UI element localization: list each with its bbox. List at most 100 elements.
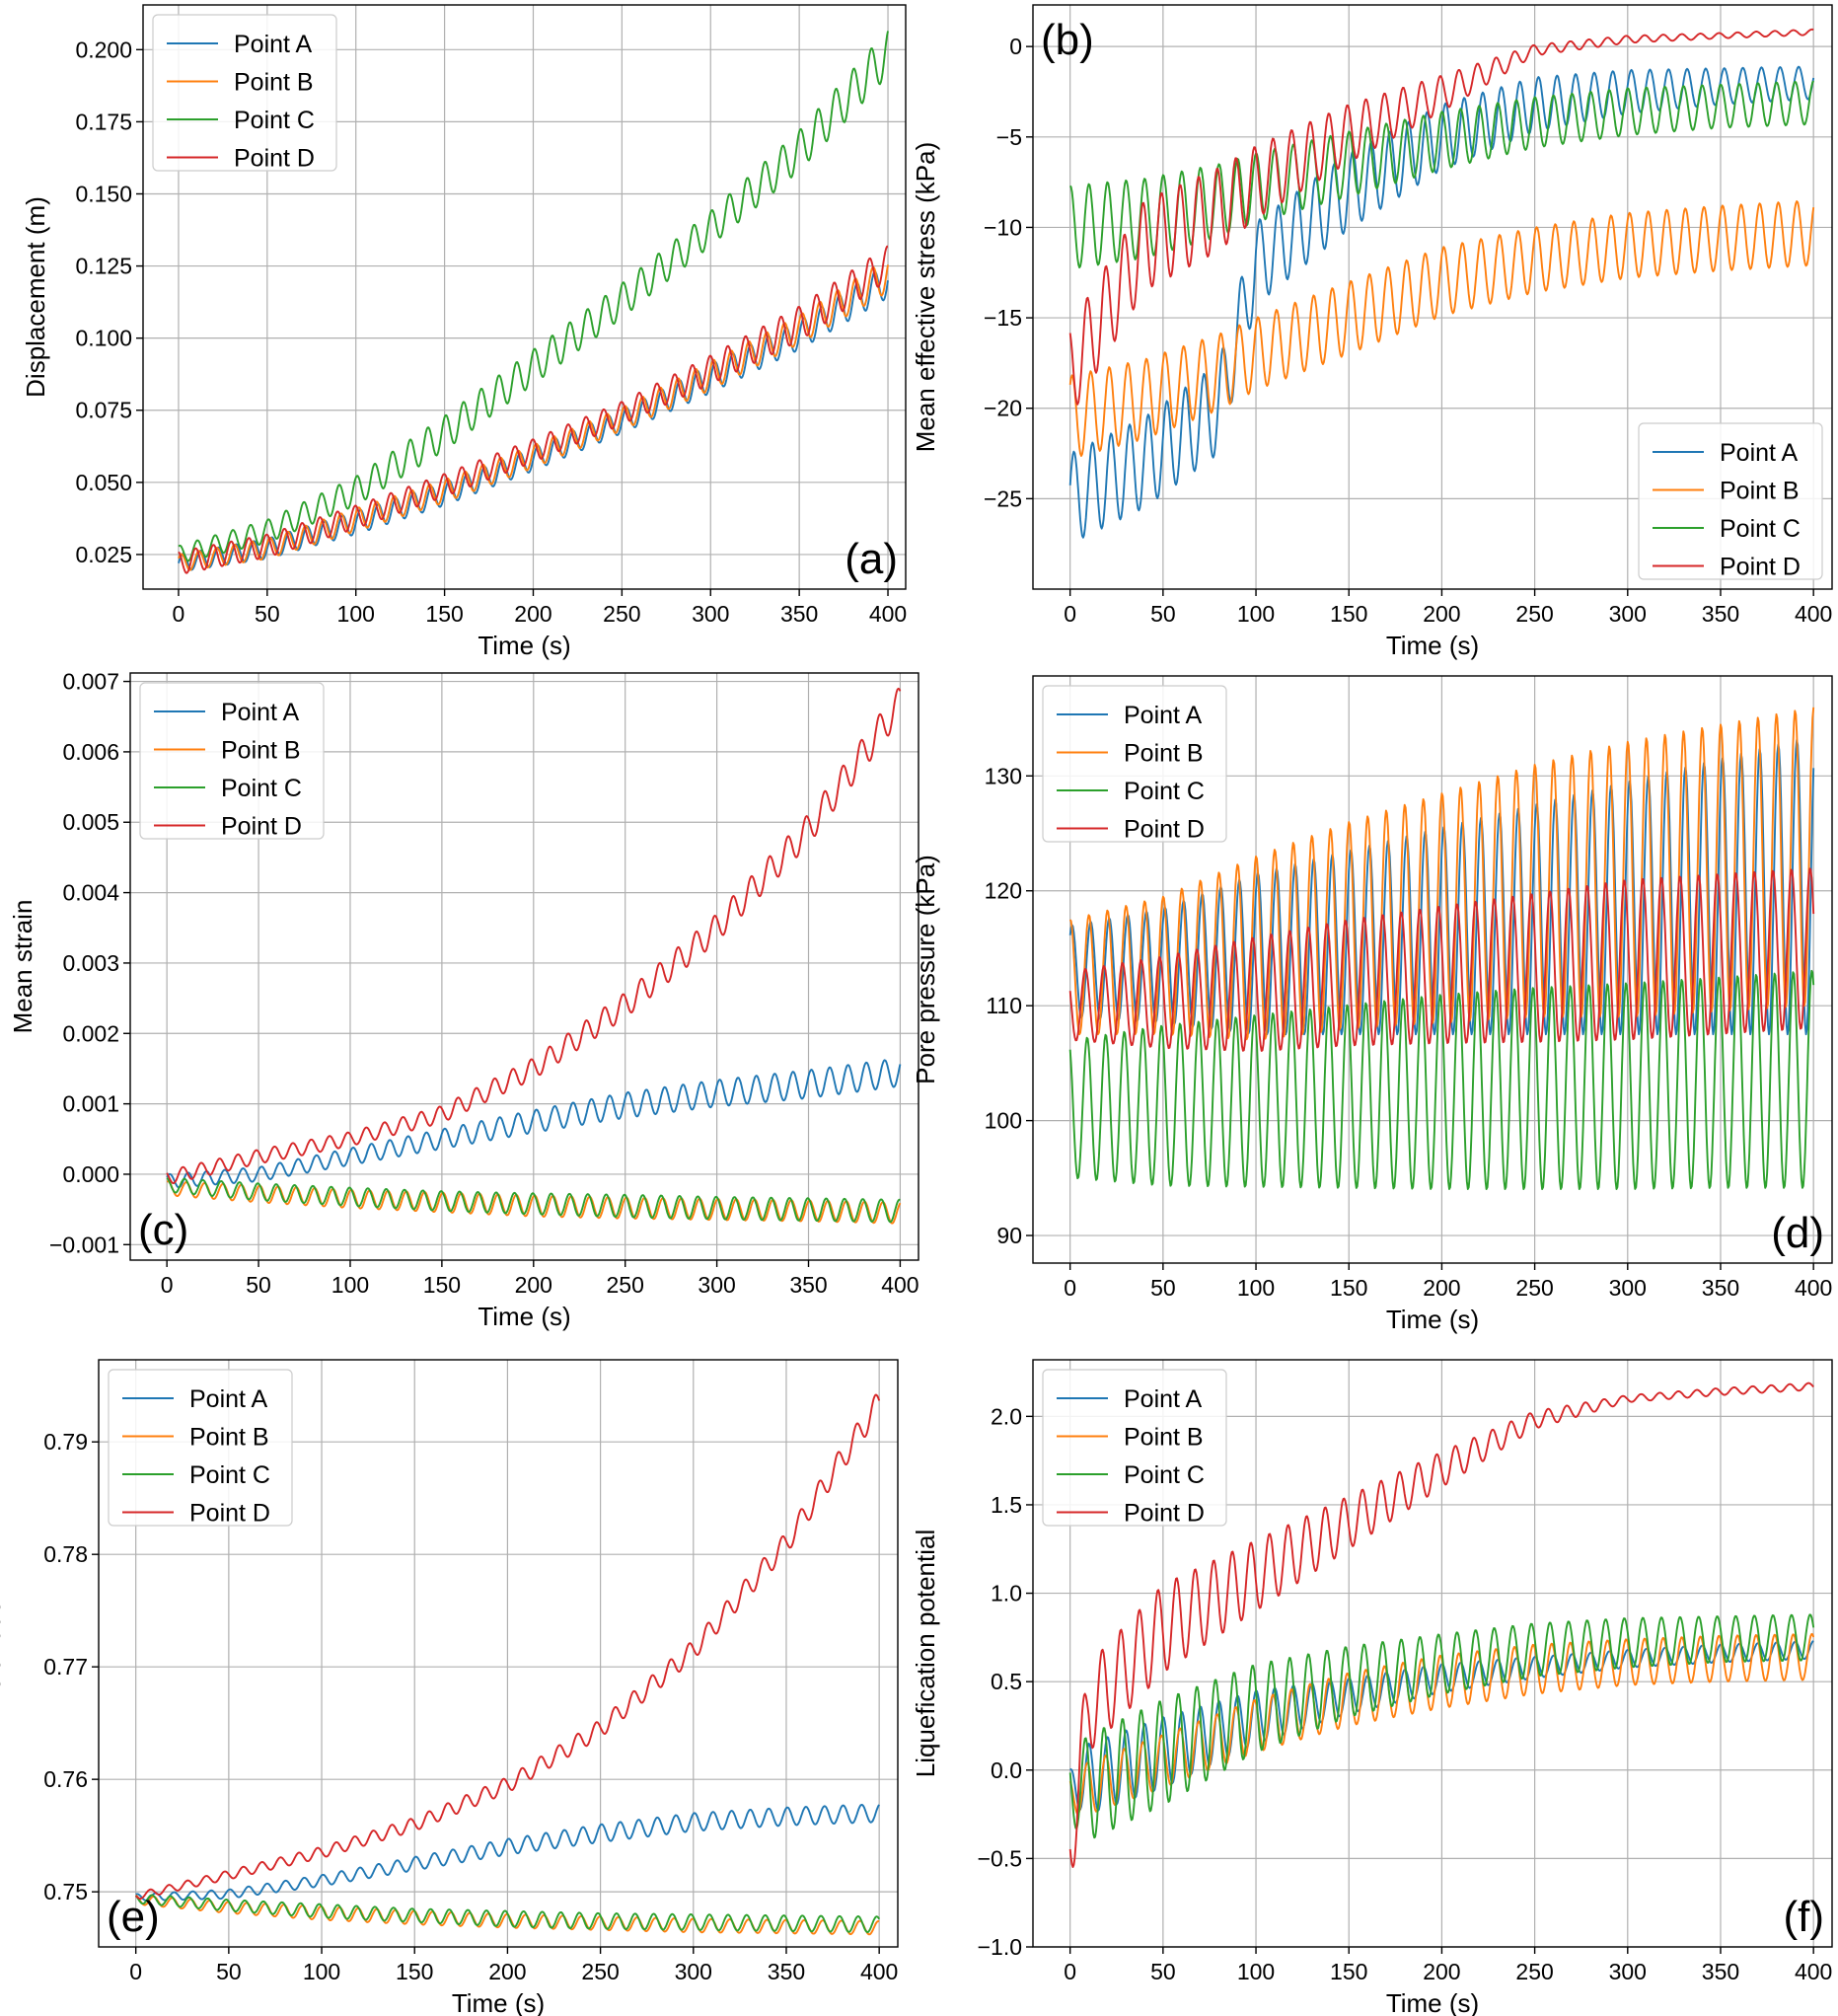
series-line-point-d (166, 687, 902, 1185)
series-line-point-d (1068, 1381, 1814, 1868)
x-tick-label: 150 (1330, 601, 1367, 627)
series-line-point-b (178, 264, 889, 571)
series-line-point-a (1068, 65, 1815, 539)
legend-entry-label: Point A (221, 699, 300, 726)
x-axis-label: Time (s) (478, 1302, 570, 1331)
x-tick-label: 150 (1330, 1959, 1367, 1984)
panel-tag: (b) (1041, 16, 1094, 64)
x-tick-label: 100 (331, 1272, 369, 1298)
y-tick-label: 0.006 (62, 739, 119, 765)
x-tick-label: 100 (1237, 1959, 1275, 1984)
y-tick-label: 0.79 (43, 1429, 88, 1455)
panel-tag: (f) (1783, 1893, 1824, 1941)
series-line-point-a (166, 1059, 902, 1189)
legend: Point A Point B Point C Point D (152, 14, 337, 173)
x-tick-label: 200 (1423, 601, 1460, 627)
x-axis-label: Time (s) (452, 1988, 545, 2016)
x-tick-label: 300 (692, 601, 729, 627)
y-axis-label: Void ratio (0, 1600, 6, 1706)
y-tick-label: −5 (996, 124, 1022, 150)
y-tick-label: 0.175 (75, 109, 132, 134)
y-tick-label: −0.5 (978, 1845, 1022, 1871)
x-tick-label: 250 (1515, 1275, 1553, 1301)
y-axis-label: Mean effective stress (kPa) (911, 142, 940, 453)
legend-entry-label: Point C (221, 775, 302, 802)
panel-tag: (a) (845, 535, 898, 583)
series-line-point-c (178, 31, 889, 562)
legend-box (1042, 1369, 1227, 1527)
x-tick-label: 200 (1423, 1275, 1460, 1301)
y-tick-label: 110 (986, 993, 1022, 1018)
legend-entry-label: Point D (234, 145, 315, 173)
y-tick-label: 0.125 (75, 254, 132, 279)
x-tick-label: 300 (675, 1959, 712, 1984)
x-tick-label: 0 (1064, 1275, 1076, 1301)
legend-entry-label: Point C (1124, 1461, 1205, 1489)
x-axis-label: Time (s) (1386, 631, 1479, 660)
y-tick-label: 0.5 (991, 1669, 1022, 1694)
x-tick-label: 200 (515, 1272, 552, 1298)
y-tick-label: −10 (984, 214, 1022, 240)
y-tick-label: 0.050 (75, 470, 132, 495)
y-axis-label: Liquefication potential (911, 1530, 940, 1778)
x-axis-label: Time (s) (1386, 1988, 1479, 2016)
legend: Point A Point B Point C Point D (1042, 1369, 1227, 1528)
legend-entry-label: Point D (1124, 816, 1205, 844)
series-group (1068, 707, 1815, 1190)
y-tick-label: 0.001 (62, 1091, 119, 1117)
x-tick-label: 0 (1064, 1959, 1076, 1984)
axes-frame (1032, 4, 1833, 590)
y-tick-label: 0.75 (43, 1879, 88, 1904)
x-tick-label: 0 (173, 601, 185, 627)
y-tick-label: 0.075 (75, 398, 132, 423)
legend-entry-label: Point C (1720, 515, 1801, 543)
y-axis-label: Pore pressure (kPa) (911, 855, 940, 1084)
x-tick-label: 300 (1609, 1959, 1647, 1984)
x-tick-label: 300 (698, 1272, 735, 1298)
x-tick-label: 0 (161, 1272, 174, 1298)
y-tick-label: 0.200 (75, 37, 132, 62)
y-tick-label: 0.78 (43, 1541, 88, 1567)
x-tick-label: 0 (129, 1959, 142, 1984)
legend: Point A Point B Point C Point D (108, 1369, 293, 1528)
y-tick-label: 0 (1009, 34, 1022, 59)
x-tick-label: 400 (860, 1959, 898, 1984)
x-axis-label: Time (s) (1386, 1305, 1479, 1334)
x-tick-label: 400 (869, 601, 907, 627)
legend-entry-label: Point B (221, 737, 301, 765)
y-tick-label: 0.77 (43, 1654, 88, 1680)
panel-a: 0 50 100 150 200 250 300 350 400 0.025 0.050 0.075 0… (21, 4, 907, 660)
y-tick-label: 0.005 (62, 809, 119, 835)
x-tick-label: 200 (488, 1959, 526, 1984)
panel-b: 0 50 100 150 200 250 300 350 400 −25 −20 −15 −10 −5 0 T… (911, 4, 1833, 660)
x-tick-label: 400 (1795, 601, 1832, 627)
x-tick-label: 250 (607, 1272, 644, 1298)
legend-entry-label: Point D (221, 813, 302, 841)
x-tick-label: 50 (255, 601, 280, 627)
y-tick-label: 0.100 (75, 326, 132, 351)
series-line-point-d (178, 245, 889, 574)
legend-entry-label: Point A (1720, 439, 1799, 467)
x-tick-label: 100 (1237, 601, 1275, 627)
series-line-point-c (134, 1894, 881, 1933)
x-tick-label: 150 (425, 601, 463, 627)
series-line-point-d (1068, 867, 1815, 1052)
y-tick-label: 2.0 (991, 1403, 1022, 1429)
series-line-point-c (166, 1177, 901, 1224)
legend: Point A Point B Point C Point D (1638, 422, 1823, 581)
series-line-point-d (1068, 28, 1814, 406)
legend-entry-label: Point C (189, 1461, 270, 1489)
panel-d: 0 50 100 150 200 250 300 350 400 90 100 110 120 130 Ti… (911, 675, 1833, 1334)
y-tick-label: 0.150 (75, 181, 132, 206)
legend-box (139, 682, 325, 840)
y-tick-label: 0.025 (75, 542, 132, 567)
legend-entry-label: Point D (1124, 1500, 1205, 1528)
x-tick-label: 350 (780, 601, 818, 627)
y-tick-label: 1.0 (991, 1581, 1022, 1606)
y-tick-label: 0.0 (991, 1757, 1022, 1783)
legend-entry-label: Point B (1124, 740, 1204, 768)
y-tick-label: −20 (984, 396, 1022, 421)
panel-e: 0 50 100 150 200 250 300 350 400 0.75 0.76 0.77 0.78… (0, 1359, 899, 2016)
legend-entry-label: Point B (1720, 478, 1800, 505)
series-group (1068, 28, 1815, 539)
